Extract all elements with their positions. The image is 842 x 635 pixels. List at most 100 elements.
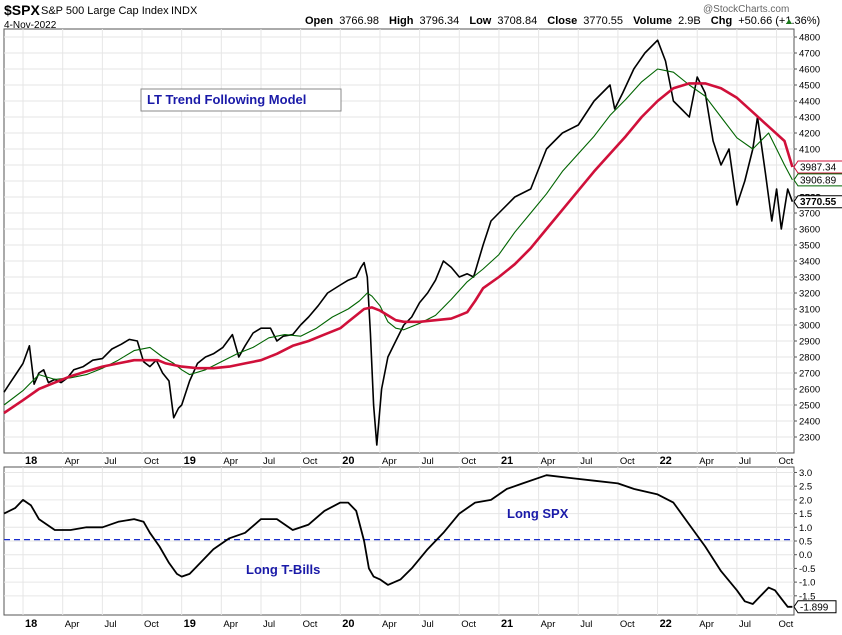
osc-tick-label: 2.0 — [799, 495, 812, 506]
svg-text:-1.899: -1.899 — [800, 602, 829, 613]
model-label: LT Trend Following Model — [147, 92, 306, 107]
y-tick-label: 3400 — [799, 257, 820, 268]
y-tick-label: 3200 — [799, 289, 820, 300]
osc-tick-label: 0.5 — [799, 537, 812, 548]
y-tick-label: 2500 — [799, 401, 820, 412]
x-tick-label: Apr — [65, 456, 80, 467]
x-tick-label: Apr — [65, 619, 80, 630]
x-tick-label: Oct — [620, 619, 635, 630]
osc-tick-label: -0.5 — [799, 564, 815, 575]
x-tick-label: Jul — [580, 619, 592, 630]
y-tick-label: 4800 — [799, 33, 820, 44]
osc-tick-label: 1.0 — [799, 523, 812, 534]
oscillator-series — [3, 474, 794, 608]
y-tick-label: 2800 — [799, 353, 820, 364]
x-tick-label: 22 — [660, 618, 672, 630]
up-arrow-icon — [786, 19, 792, 24]
x-tick-label: Apr — [223, 619, 238, 630]
close-label: Close — [547, 15, 577, 27]
y-tick-label: 4700 — [799, 49, 820, 60]
index-name: S&P 500 Large Cap Index — [41, 5, 169, 17]
x-tick-label: Oct — [779, 619, 794, 630]
x-tick-label: 19 — [184, 455, 196, 467]
last-price-badge: 3770.55 — [793, 195, 842, 209]
long-spx-label: Long SPX — [507, 506, 569, 521]
chart-date: 4-Nov-2022 — [4, 20, 57, 31]
y-tick-label: 2300 — [799, 433, 820, 444]
x-tick-label: 21 — [501, 455, 513, 467]
y-tick-label: 4200 — [799, 129, 820, 140]
y-tick-label: 4500 — [799, 81, 820, 92]
y-tick-label: 2400 — [799, 417, 820, 428]
osc-tick-label: 0.0 — [799, 550, 812, 561]
ma-short-line — [3, 68, 793, 406]
osc-tick-label: 3.0 — [799, 468, 812, 479]
high-label: High — [389, 15, 414, 27]
ma-short-badge: 3906.89 — [793, 173, 842, 187]
oscillator-badge: -1.899 — [793, 600, 837, 614]
price-panel — [3, 28, 795, 454]
model-label-box — [140, 88, 342, 112]
y-tick-label: 4100 — [799, 145, 820, 156]
y-tick-label: 2600 — [799, 385, 820, 396]
x-tick-label: 18 — [25, 618, 37, 630]
x-tick-label: Jul — [104, 456, 116, 467]
y-tick-label: 3700 — [799, 209, 820, 220]
symbol: $SPX — [4, 2, 40, 18]
osc-tick-label: 1.5 — [799, 509, 812, 520]
chg-label: Chg — [711, 15, 732, 27]
price-gridlines — [4, 29, 794, 453]
x-tick-label: 18 — [25, 455, 37, 467]
x-tick-label: 21 — [501, 618, 513, 630]
y-tick-label: 2900 — [799, 337, 820, 348]
y-tick-label: 2700 — [799, 369, 820, 380]
long-tbills-label: Long T-Bills — [246, 562, 320, 577]
open-value: 3766.98 — [339, 15, 379, 27]
time-axis: 18 18 Apr Apr Jul Jul Oct Oct 19 19 Apr Apr Jul Jul Oc… — [25, 455, 794, 630]
price-line — [3, 39, 794, 446]
x-tick-label: Apr — [541, 456, 556, 467]
volume-value: 2.9B — [678, 15, 701, 27]
x-tick-label: 22 — [660, 455, 672, 467]
x-tick-label: 20 — [342, 618, 354, 630]
x-tick-label: Apr — [382, 619, 397, 630]
open-label: Open — [305, 15, 333, 27]
low-label: Low — [469, 15, 491, 27]
x-tick-label: Oct — [303, 619, 318, 630]
svg-text:Open 3766.98 High: Open 3766.98 High 3796.34 Low 3708.84 Cl… — [305, 15, 820, 27]
y-tick-label: 3100 — [799, 305, 820, 316]
x-tick-label: Jul — [580, 456, 592, 467]
x-tick-label: Apr — [541, 619, 556, 630]
chg-value: +50.66 (+1.36%) — [738, 15, 820, 27]
oscillator-line — [3, 474, 793, 608]
y-tick-label: 3300 — [799, 273, 820, 284]
svg-text:3987.34: 3987.34 — [800, 163, 837, 174]
x-tick-label: Apr — [699, 619, 714, 630]
oscillator-gridlines — [4, 467, 794, 615]
x-tick-label: 20 — [342, 455, 354, 467]
osc-tick-label: -1.0 — [799, 578, 815, 589]
ma-long-line — [3, 82, 794, 415]
y-tick-label: 3500 — [799, 241, 820, 252]
watermark: @StockCharts.com — [703, 4, 789, 15]
x-tick-label: Jul — [422, 456, 434, 467]
price-axis: 2300 2400 2500 2600 2700 2800 2900 3000 3100 3200… — [794, 33, 820, 444]
x-tick-label: 19 — [184, 618, 196, 630]
x-tick-label: Oct — [779, 456, 794, 467]
osc-tick-label: 2.5 — [799, 482, 812, 493]
x-tick-label: Oct — [461, 456, 476, 467]
x-tick-label: Oct — [144, 619, 159, 630]
ma-long-badge: 3987.34 — [793, 160, 842, 174]
x-tick-label: Apr — [699, 456, 714, 467]
x-tick-label: Jul — [263, 619, 275, 630]
price-series — [3, 39, 794, 446]
osc-tick-label: -1.5 — [799, 591, 815, 602]
close-value: 3770.55 — [583, 15, 623, 27]
x-tick-label: Oct — [303, 456, 318, 467]
y-tick-label: 3600 — [799, 225, 820, 236]
x-tick-label: Oct — [461, 619, 476, 630]
svg-text:3906.89: 3906.89 — [800, 175, 837, 186]
svg-text:3770.55: 3770.55 — [800, 197, 837, 208]
